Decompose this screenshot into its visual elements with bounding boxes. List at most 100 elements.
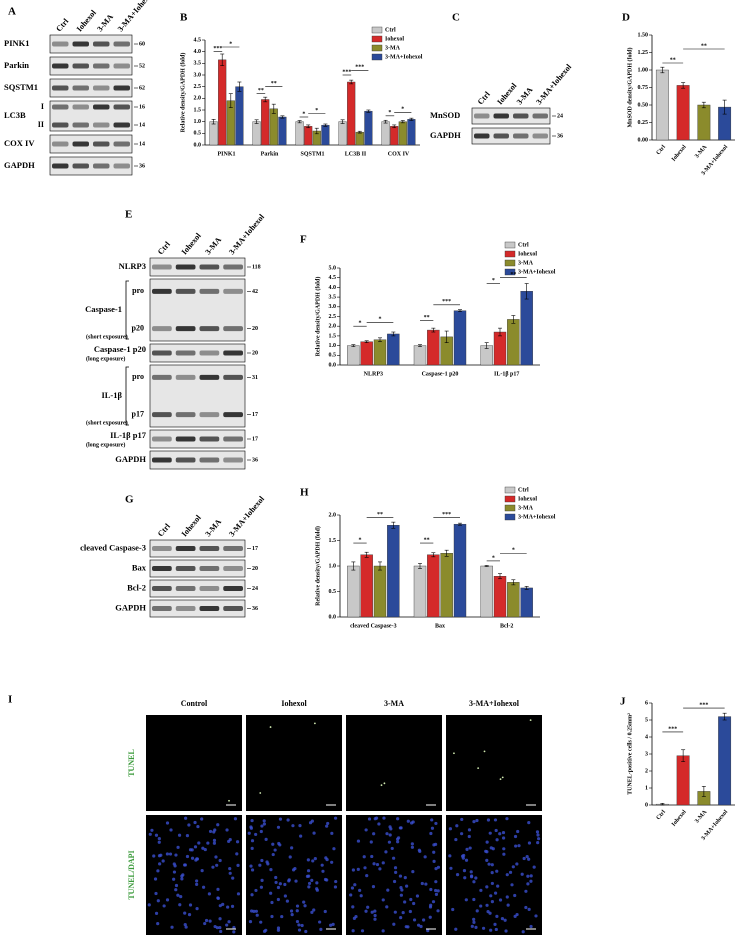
cell: [432, 843, 436, 847]
legend-swatch: [504, 486, 516, 494]
blot-band: [152, 586, 172, 591]
legend-swatch: [371, 44, 383, 52]
cell: [472, 880, 476, 884]
lane-label: Ctrl: [156, 239, 173, 256]
cell: [508, 870, 513, 874]
row-label: cleaved Caspase-3: [80, 542, 146, 552]
cell: [206, 841, 210, 845]
bar: [413, 565, 427, 618]
legend-swatch: [504, 504, 516, 512]
significance-label: *: [359, 321, 362, 327]
cell: [307, 881, 312, 886]
bar: [387, 333, 400, 366]
bracket: [125, 366, 129, 426]
cell: [436, 909, 440, 913]
bar: [507, 319, 520, 366]
cell: [250, 846, 254, 850]
cell: [174, 888, 178, 892]
cell: [306, 858, 310, 862]
error-bar: [364, 340, 369, 343]
cell: [156, 899, 160, 903]
panel-label: H: [300, 487, 309, 499]
cell: [490, 871, 494, 875]
blot-band: [52, 141, 69, 147]
cell: [312, 831, 316, 835]
cell: [324, 856, 328, 860]
lane-label: 3-MA: [95, 12, 115, 33]
cell: [505, 817, 509, 821]
cell: [388, 833, 392, 837]
cell: [464, 858, 469, 862]
marker-label: 36: [557, 133, 563, 139]
cell: [285, 899, 289, 903]
cell: [259, 829, 263, 834]
bar: [520, 587, 533, 618]
cell: [529, 719, 532, 722]
blot-band: [113, 141, 130, 147]
y-tick-label: 1.0: [194, 119, 202, 125]
exposure-note: (short exposure): [86, 333, 128, 340]
cell: [455, 824, 459, 828]
error-bar: [444, 549, 449, 557]
error-bar: [378, 337, 382, 343]
bar: [676, 85, 690, 141]
bar: [427, 329, 440, 366]
cell: [259, 792, 262, 794]
legend-swatch: [504, 495, 516, 503]
row-label: PINK1: [4, 38, 30, 48]
cell: [396, 840, 400, 844]
error-bar: [364, 551, 369, 558]
cell: [262, 819, 266, 823]
cell: [250, 868, 255, 872]
micrograph: [146, 815, 242, 935]
cell: [372, 862, 376, 866]
marker-label: 52: [139, 63, 145, 69]
blot-band: [474, 113, 490, 119]
error-bar: [458, 522, 462, 526]
bar: [718, 716, 732, 806]
cell: [495, 838, 499, 842]
bar: [480, 565, 493, 618]
cell: [532, 865, 536, 869]
micrograph: [346, 715, 442, 811]
blot-band: [93, 122, 110, 128]
cell: [168, 852, 173, 856]
cell: [417, 848, 421, 852]
bar: [360, 341, 373, 366]
marker-label: 14: [139, 122, 145, 128]
blot-band: [152, 264, 172, 270]
legend-label: 3-MA: [518, 260, 534, 266]
cell: [370, 854, 374, 859]
cell: [230, 904, 235, 908]
cell: [412, 918, 417, 922]
cell: [394, 870, 398, 874]
cell: [522, 856, 526, 861]
micrograph: [146, 715, 242, 811]
error-bar: [280, 115, 285, 119]
cell: [365, 873, 369, 878]
significance-label: *: [512, 548, 515, 554]
cell: [467, 828, 472, 832]
legend-label: 3-MA: [385, 45, 401, 51]
error-bar: [323, 123, 328, 127]
cell: [474, 925, 478, 929]
cell: [150, 828, 154, 832]
cell: [298, 824, 302, 828]
cell: [410, 842, 414, 846]
cell: [472, 917, 476, 921]
cell: [325, 824, 329, 828]
exposure-note: (short exposure): [86, 419, 128, 426]
blot-band: [93, 141, 110, 147]
cell: [350, 886, 355, 890]
cell: [479, 888, 483, 892]
cell: [488, 831, 492, 835]
cell: [393, 866, 398, 870]
cell: [524, 905, 528, 910]
cell: [467, 834, 471, 839]
y-tick-label: 1.5: [329, 538, 337, 544]
significance-label: ***: [699, 702, 708, 708]
cell: [420, 881, 424, 886]
cell: [356, 839, 361, 843]
cell: [529, 879, 533, 883]
